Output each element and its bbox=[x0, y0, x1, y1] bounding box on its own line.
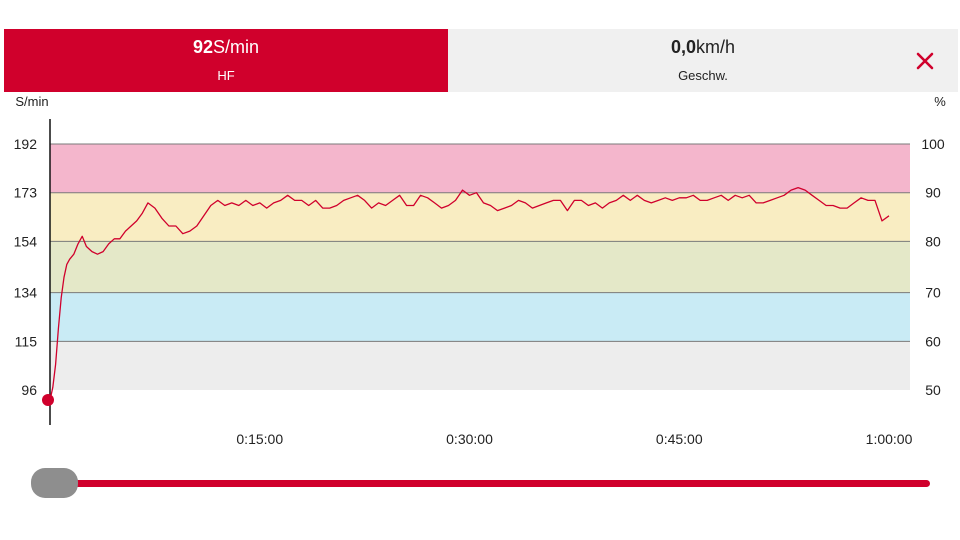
y-tick-label: 115 bbox=[15, 333, 38, 349]
zones-layer bbox=[50, 144, 910, 390]
y2-tick-label: 80 bbox=[925, 233, 941, 249]
y2-axis-label: % bbox=[934, 94, 946, 109]
slider-track[interactable] bbox=[50, 480, 930, 487]
chart-svg: 96 115 134 154 173 192 50 60 70 80 90 100 S/min % 0:15… bbox=[14, 94, 947, 447]
y2-tick-label: 70 bbox=[925, 285, 941, 301]
tab-heart-rate[interactable]: 92S/min HF bbox=[4, 29, 448, 92]
y-tick-label: 96 bbox=[21, 382, 37, 398]
y-tick-label: 134 bbox=[14, 285, 38, 301]
labels-layer: 96 115 134 154 173 192 50 60 70 80 90 100 S/min % 0:15… bbox=[14, 94, 947, 447]
x-tick-label: 0:30:00 bbox=[446, 431, 493, 447]
zone-mid bbox=[50, 241, 910, 293]
heart-rate-value: 92S/min bbox=[193, 36, 259, 58]
close-icon bbox=[916, 52, 934, 70]
grid-layer bbox=[50, 143, 910, 342]
timeline-slider[interactable] bbox=[30, 465, 930, 501]
y2-tick-label: 100 bbox=[921, 136, 945, 152]
y2-tick-label: 60 bbox=[925, 333, 941, 349]
y-tick-label: 192 bbox=[14, 136, 38, 152]
tab-speed[interactable]: 0,0km/h Geschw. bbox=[448, 29, 958, 92]
y-axis-label: S/min bbox=[15, 94, 48, 109]
x-tick-label: 0:15:00 bbox=[236, 431, 283, 447]
speed-unit: km/h bbox=[696, 37, 736, 57]
close-button[interactable] bbox=[912, 48, 938, 74]
y-tick-label: 173 bbox=[14, 185, 38, 201]
speed-number: 0,0 bbox=[670, 37, 696, 57]
zone-max bbox=[50, 144, 910, 193]
heart-rate-line bbox=[49, 186, 890, 401]
x-tick-label: 0:45:00 bbox=[656, 431, 703, 447]
zone-rest bbox=[50, 341, 910, 390]
heart-rate-unit: S/min bbox=[213, 37, 260, 57]
y2-tick-label: 50 bbox=[925, 382, 941, 398]
y-tick-label: 154 bbox=[14, 233, 38, 249]
heart-rate-chart: 96 115 134 154 173 192 50 60 70 80 90 100 S/min% 0:15… bbox=[0, 92, 960, 452]
y2-tick-label: 90 bbox=[925, 185, 941, 201]
slider-thumb[interactable] bbox=[31, 468, 78, 498]
zone-low bbox=[50, 292, 910, 342]
current-position-marker bbox=[42, 394, 54, 406]
speed-label: Geschw. bbox=[678, 68, 728, 83]
x-tick-label: 1:00:00 bbox=[866, 431, 913, 447]
speed-value: 0,0km/h bbox=[671, 36, 735, 58]
heart-rate-number: 92 bbox=[192, 37, 213, 57]
line-layer bbox=[42, 186, 890, 406]
zone-high bbox=[50, 192, 910, 242]
metric-tabs: 92S/min HF 0,0km/h Geschw. bbox=[4, 29, 958, 92]
heart-rate-label: HF bbox=[217, 68, 235, 83]
